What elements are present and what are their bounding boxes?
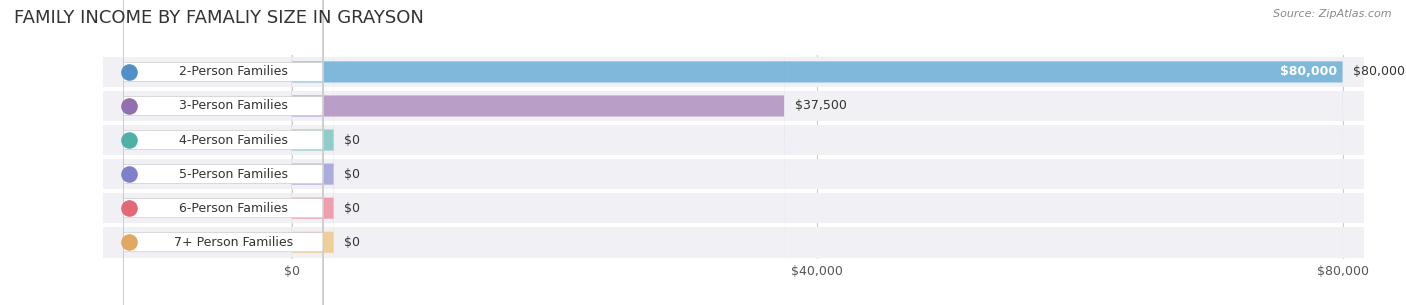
FancyBboxPatch shape [291, 0, 1343, 305]
Text: Source: ZipAtlas.com: Source: ZipAtlas.com [1274, 9, 1392, 19]
FancyBboxPatch shape [291, 0, 785, 305]
Text: 4-Person Families: 4-Person Families [180, 134, 288, 146]
Text: 7+ Person Families: 7+ Person Families [174, 236, 294, 249]
Point [118, 206, 141, 210]
Bar [103, 91, 1364, 121]
FancyBboxPatch shape [124, 0, 323, 305]
Bar [103, 125, 1364, 155]
Text: FAMILY INCOME BY FAMALIY SIZE IN GRAYSON: FAMILY INCOME BY FAMALIY SIZE IN GRAYSON [14, 9, 425, 27]
FancyBboxPatch shape [124, 0, 323, 305]
Point [118, 70, 141, 74]
Text: 5-Person Families: 5-Person Families [180, 168, 288, 181]
Text: 3-Person Families: 3-Person Families [180, 99, 288, 113]
Point [118, 240, 141, 245]
FancyBboxPatch shape [291, 0, 333, 305]
FancyBboxPatch shape [124, 0, 323, 305]
Point [118, 138, 141, 142]
FancyBboxPatch shape [124, 0, 323, 305]
Text: $0: $0 [344, 134, 360, 146]
Bar [103, 227, 1364, 257]
Bar [103, 159, 1364, 189]
FancyBboxPatch shape [291, 14, 333, 305]
Text: $0: $0 [344, 236, 360, 249]
FancyBboxPatch shape [291, 0, 333, 305]
Text: 2-Person Families: 2-Person Families [180, 66, 288, 78]
Point [118, 104, 141, 109]
FancyBboxPatch shape [124, 0, 323, 305]
Bar [103, 57, 1364, 87]
Text: 6-Person Families: 6-Person Families [180, 202, 288, 215]
FancyBboxPatch shape [291, 48, 333, 305]
Point [118, 172, 141, 177]
Text: $80,000: $80,000 [1281, 66, 1337, 78]
Text: $80,000: $80,000 [1354, 66, 1406, 78]
Text: $0: $0 [344, 168, 360, 181]
FancyBboxPatch shape [124, 0, 323, 305]
Text: $0: $0 [344, 202, 360, 215]
Text: $37,500: $37,500 [794, 99, 846, 113]
Bar [103, 193, 1364, 224]
